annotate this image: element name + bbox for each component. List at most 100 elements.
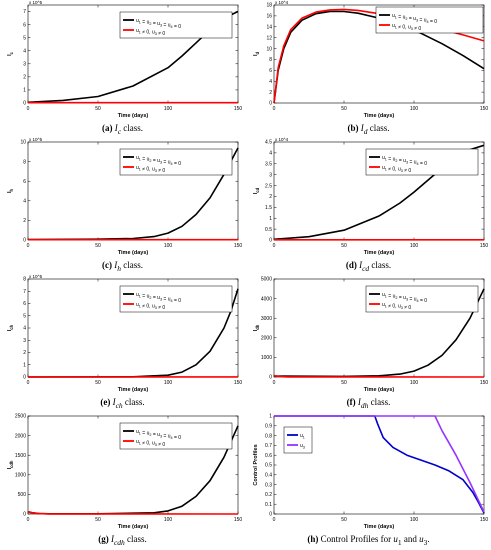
caption-tag: (g) [98, 534, 109, 544]
y-tick-label: 2 [23, 350, 26, 356]
caption-a: (a) Ic class. [0, 123, 245, 136]
x-tick-label: 50 [341, 243, 347, 249]
legend-entry: u1 ≠ 0, u3 ≠ 0 [382, 302, 411, 311]
legend-box [365, 285, 479, 313]
caption-tag: (b) [347, 123, 359, 133]
x-tick-label: 100 [410, 380, 419, 386]
y-tick-label: 4.5 [265, 140, 272, 146]
x-tick-label: 150 [480, 243, 489, 249]
caption-text: class. [124, 397, 145, 407]
panel-e: 0 50 100 150 0 1 2 3 4 5 6 7 8 x 10^5 Time (days) Ich u1… [0, 274, 245, 411]
x-tick-label: 0 [273, 243, 276, 249]
series-line [273, 288, 485, 378]
caption-e: (e) Ich class. [0, 397, 245, 410]
caption-sub: cd [362, 263, 370, 273]
y-tick-label: 0.7 [265, 443, 272, 449]
x-tick-label: 0 [273, 517, 276, 523]
caption-text: class. [370, 397, 391, 407]
x-tick-label: 0 [27, 380, 30, 386]
x-tick-label: 100 [164, 517, 173, 523]
legend-entry: u1 = u2 = u3 = u4 = 0 [382, 292, 427, 304]
x-tick-label: 50 [95, 106, 101, 112]
legend-entry: u1 = u2 = u3 = u4 = 0 [136, 429, 181, 441]
caption-text: class. [123, 260, 143, 270]
y-tick-label: 14 [266, 24, 272, 30]
y-tick-label: 0 [269, 512, 272, 518]
x-tick-label: 0 [27, 243, 30, 249]
x-axis-label: Time (days) [118, 250, 149, 256]
legend-entry: u1 ≠ 0, u3 ≠ 0 [136, 439, 165, 448]
caption-h: (h) Control Profiles for u1 and u3. [246, 534, 491, 547]
caption-sym: I [112, 397, 116, 407]
x-tick-label: 100 [164, 106, 173, 112]
y-tick-label: 12 [266, 35, 272, 41]
x-tick-label: 150 [234, 243, 243, 249]
axis-scale-label: x 10^4 [275, 0, 289, 5]
y-tick-label: 8 [23, 159, 26, 165]
legend-entry: u1 = u2 = u3 = u4 = 0 [136, 292, 181, 304]
y-tick-label: 16 [266, 14, 272, 20]
y-tick-label: 1 [269, 216, 272, 222]
caption-sub: h [117, 263, 121, 273]
y-tick-label: 500 [18, 492, 27, 498]
y-tick-label: 3 [23, 62, 26, 68]
y-tick-label: 2000 [15, 433, 26, 439]
y-tick-label: 2.5 [265, 183, 272, 189]
panel-d: 0 50 100 150 0 0.5 1 1.5 2 2.5 3 3.5 4 4.5 x 10^4 Time … [246, 137, 491, 274]
caption-sym: I [114, 260, 118, 270]
caption-text: class. [369, 123, 390, 133]
y-tick-label: 10 [266, 46, 272, 52]
legend-box [119, 11, 233, 39]
y-tick-label: 0.1 [265, 502, 272, 508]
y-tick-label: 0 [269, 238, 272, 244]
y-tick-label: 0.2 [265, 492, 272, 498]
y-tick-label: 4 [269, 79, 272, 85]
x-tick-label: 100 [164, 380, 173, 386]
axis-scale-label: x 10^4 [275, 137, 289, 142]
legend-box [119, 422, 233, 450]
legend-box [375, 6, 484, 34]
legend-entry: u1 = u2 = u3 = u4 = 0 [136, 155, 181, 167]
y-tick-label: 1000 [261, 355, 272, 361]
x-tick-label: 100 [164, 243, 173, 249]
y-tick-label: 3.5 [265, 161, 272, 167]
y-tick-label: 1 [23, 362, 26, 368]
x-tick-label: 0 [27, 517, 30, 523]
y-tick-label: 7 [23, 289, 26, 295]
y-tick-label: 0 [269, 101, 272, 107]
y-axis-label: Ih [7, 188, 14, 193]
y-tick-label: 0.8 [265, 433, 272, 439]
x-tick-label: 100 [410, 243, 419, 249]
y-tick-label: 0 [23, 512, 26, 518]
y-tick-label: 6 [23, 179, 26, 185]
y-tick-label: 8 [269, 57, 272, 63]
y-tick-label: 2 [269, 90, 272, 96]
y-tick-label: 1 [23, 88, 26, 94]
y-axis-label: Id [253, 51, 260, 56]
legend-entry: u1 = u2 = u3 = u4 = 0 [382, 155, 427, 167]
legend-entry: u1 = u2 = u3 = u4 = 0 [136, 18, 181, 30]
caption-sub: cdh [113, 537, 125, 547]
legend-entry: u1 ≠ 0, u3 ≠ 0 [136, 28, 165, 37]
y-axis-label: Icdh [7, 460, 14, 469]
y-tick-label: 0.3 [265, 482, 272, 488]
y-tick-label: 2000 [261, 336, 272, 342]
y-tick-label: 4000 [261, 296, 272, 302]
legend-entry: u1 ≠ 0, u3 ≠ 0 [136, 302, 165, 311]
legend-box [119, 285, 233, 313]
y-tick-label: 5 [23, 35, 26, 41]
caption-tag: (f) [346, 397, 356, 407]
x-axis-label: Time (days) [364, 524, 395, 530]
x-tick-label: 50 [341, 517, 347, 523]
legend-box [365, 148, 479, 176]
caption-g: (g) Icdh class. [0, 534, 245, 547]
x-tick-label: 50 [95, 243, 101, 249]
y-tick-label: 6 [23, 301, 26, 307]
x-tick-label: 50 [95, 380, 101, 386]
x-tick-label: 100 [410, 106, 419, 112]
legend-entry: u1 ≠ 0, u3 ≠ 0 [382, 165, 411, 174]
caption-sym: I [110, 534, 114, 544]
x-tick-label: 50 [341, 380, 347, 386]
chart-svg: 0 50 100 150 0 0.1 0.2 0.3 0.4 0.5 0.6 0.7 0.8 0.9 1 Ti… [253, 414, 488, 530]
